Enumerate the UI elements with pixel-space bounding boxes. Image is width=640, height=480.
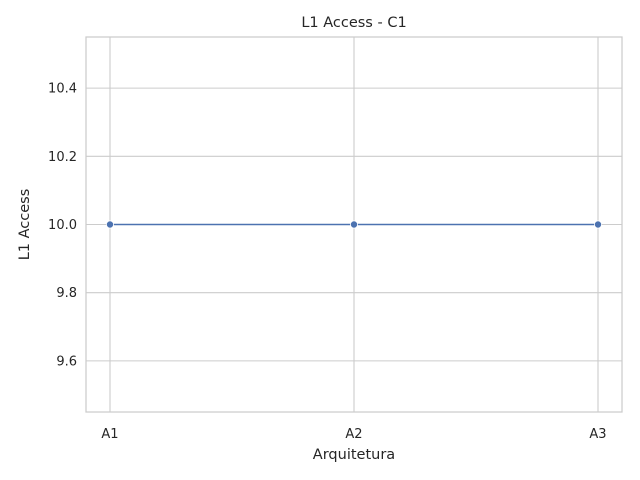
tick-labels: 9.6 9.8 10.0 10.2 10.4 A1 A2 A3: [48, 82, 607, 442]
y-tick-label: 9.6: [56, 354, 77, 369]
y-tick-label: 9.8: [56, 286, 77, 301]
x-tick-label: A2: [345, 427, 362, 442]
series-layer: [106, 220, 603, 229]
x-axis-title: Arquitetura: [313, 447, 395, 463]
x-tick-label: A1: [101, 427, 118, 442]
data-point: [594, 220, 603, 229]
y-tick-label: 10.2: [48, 150, 77, 165]
y-tick-label: 10.4: [48, 82, 77, 97]
data-point: [349, 220, 358, 229]
chart-title: L1 Access - C1: [301, 15, 406, 31]
y-tick-label: 10.0: [48, 218, 77, 233]
data-point: [106, 220, 115, 229]
plot-frame: [85, 36, 623, 413]
y-axis-title: L1 Access: [17, 189, 33, 261]
x-tick-label: A3: [589, 427, 606, 442]
